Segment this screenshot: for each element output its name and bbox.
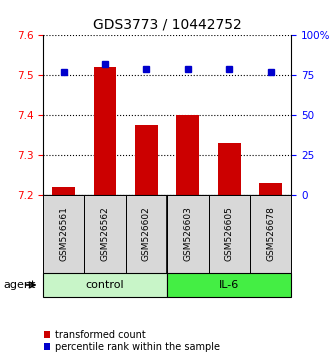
Bar: [167, 273, 291, 297]
Text: GSM526561: GSM526561: [59, 206, 68, 261]
Bar: [43, 195, 84, 273]
Text: IL-6: IL-6: [219, 280, 239, 290]
Bar: [44, 343, 50, 350]
Text: agent: agent: [3, 280, 36, 290]
Text: percentile rank within the sample: percentile rank within the sample: [55, 342, 219, 352]
Bar: [126, 195, 167, 273]
Bar: [209, 195, 250, 273]
Bar: [52, 187, 75, 195]
Bar: [167, 195, 209, 273]
Bar: [250, 195, 291, 273]
Bar: [44, 331, 50, 338]
Bar: [94, 67, 117, 195]
Text: GSM526603: GSM526603: [183, 206, 192, 261]
Bar: [84, 195, 126, 273]
Text: GSM526605: GSM526605: [225, 206, 234, 261]
Bar: [176, 115, 199, 195]
Text: transformed count: transformed count: [55, 330, 145, 339]
Bar: [218, 143, 241, 195]
Text: control: control: [86, 280, 124, 290]
Text: GSM526602: GSM526602: [142, 206, 151, 261]
Title: GDS3773 / 10442752: GDS3773 / 10442752: [93, 17, 242, 32]
Bar: [135, 125, 158, 195]
Bar: [259, 183, 282, 195]
Bar: [43, 273, 167, 297]
Text: GSM526678: GSM526678: [266, 206, 275, 261]
Text: GSM526562: GSM526562: [101, 206, 110, 261]
